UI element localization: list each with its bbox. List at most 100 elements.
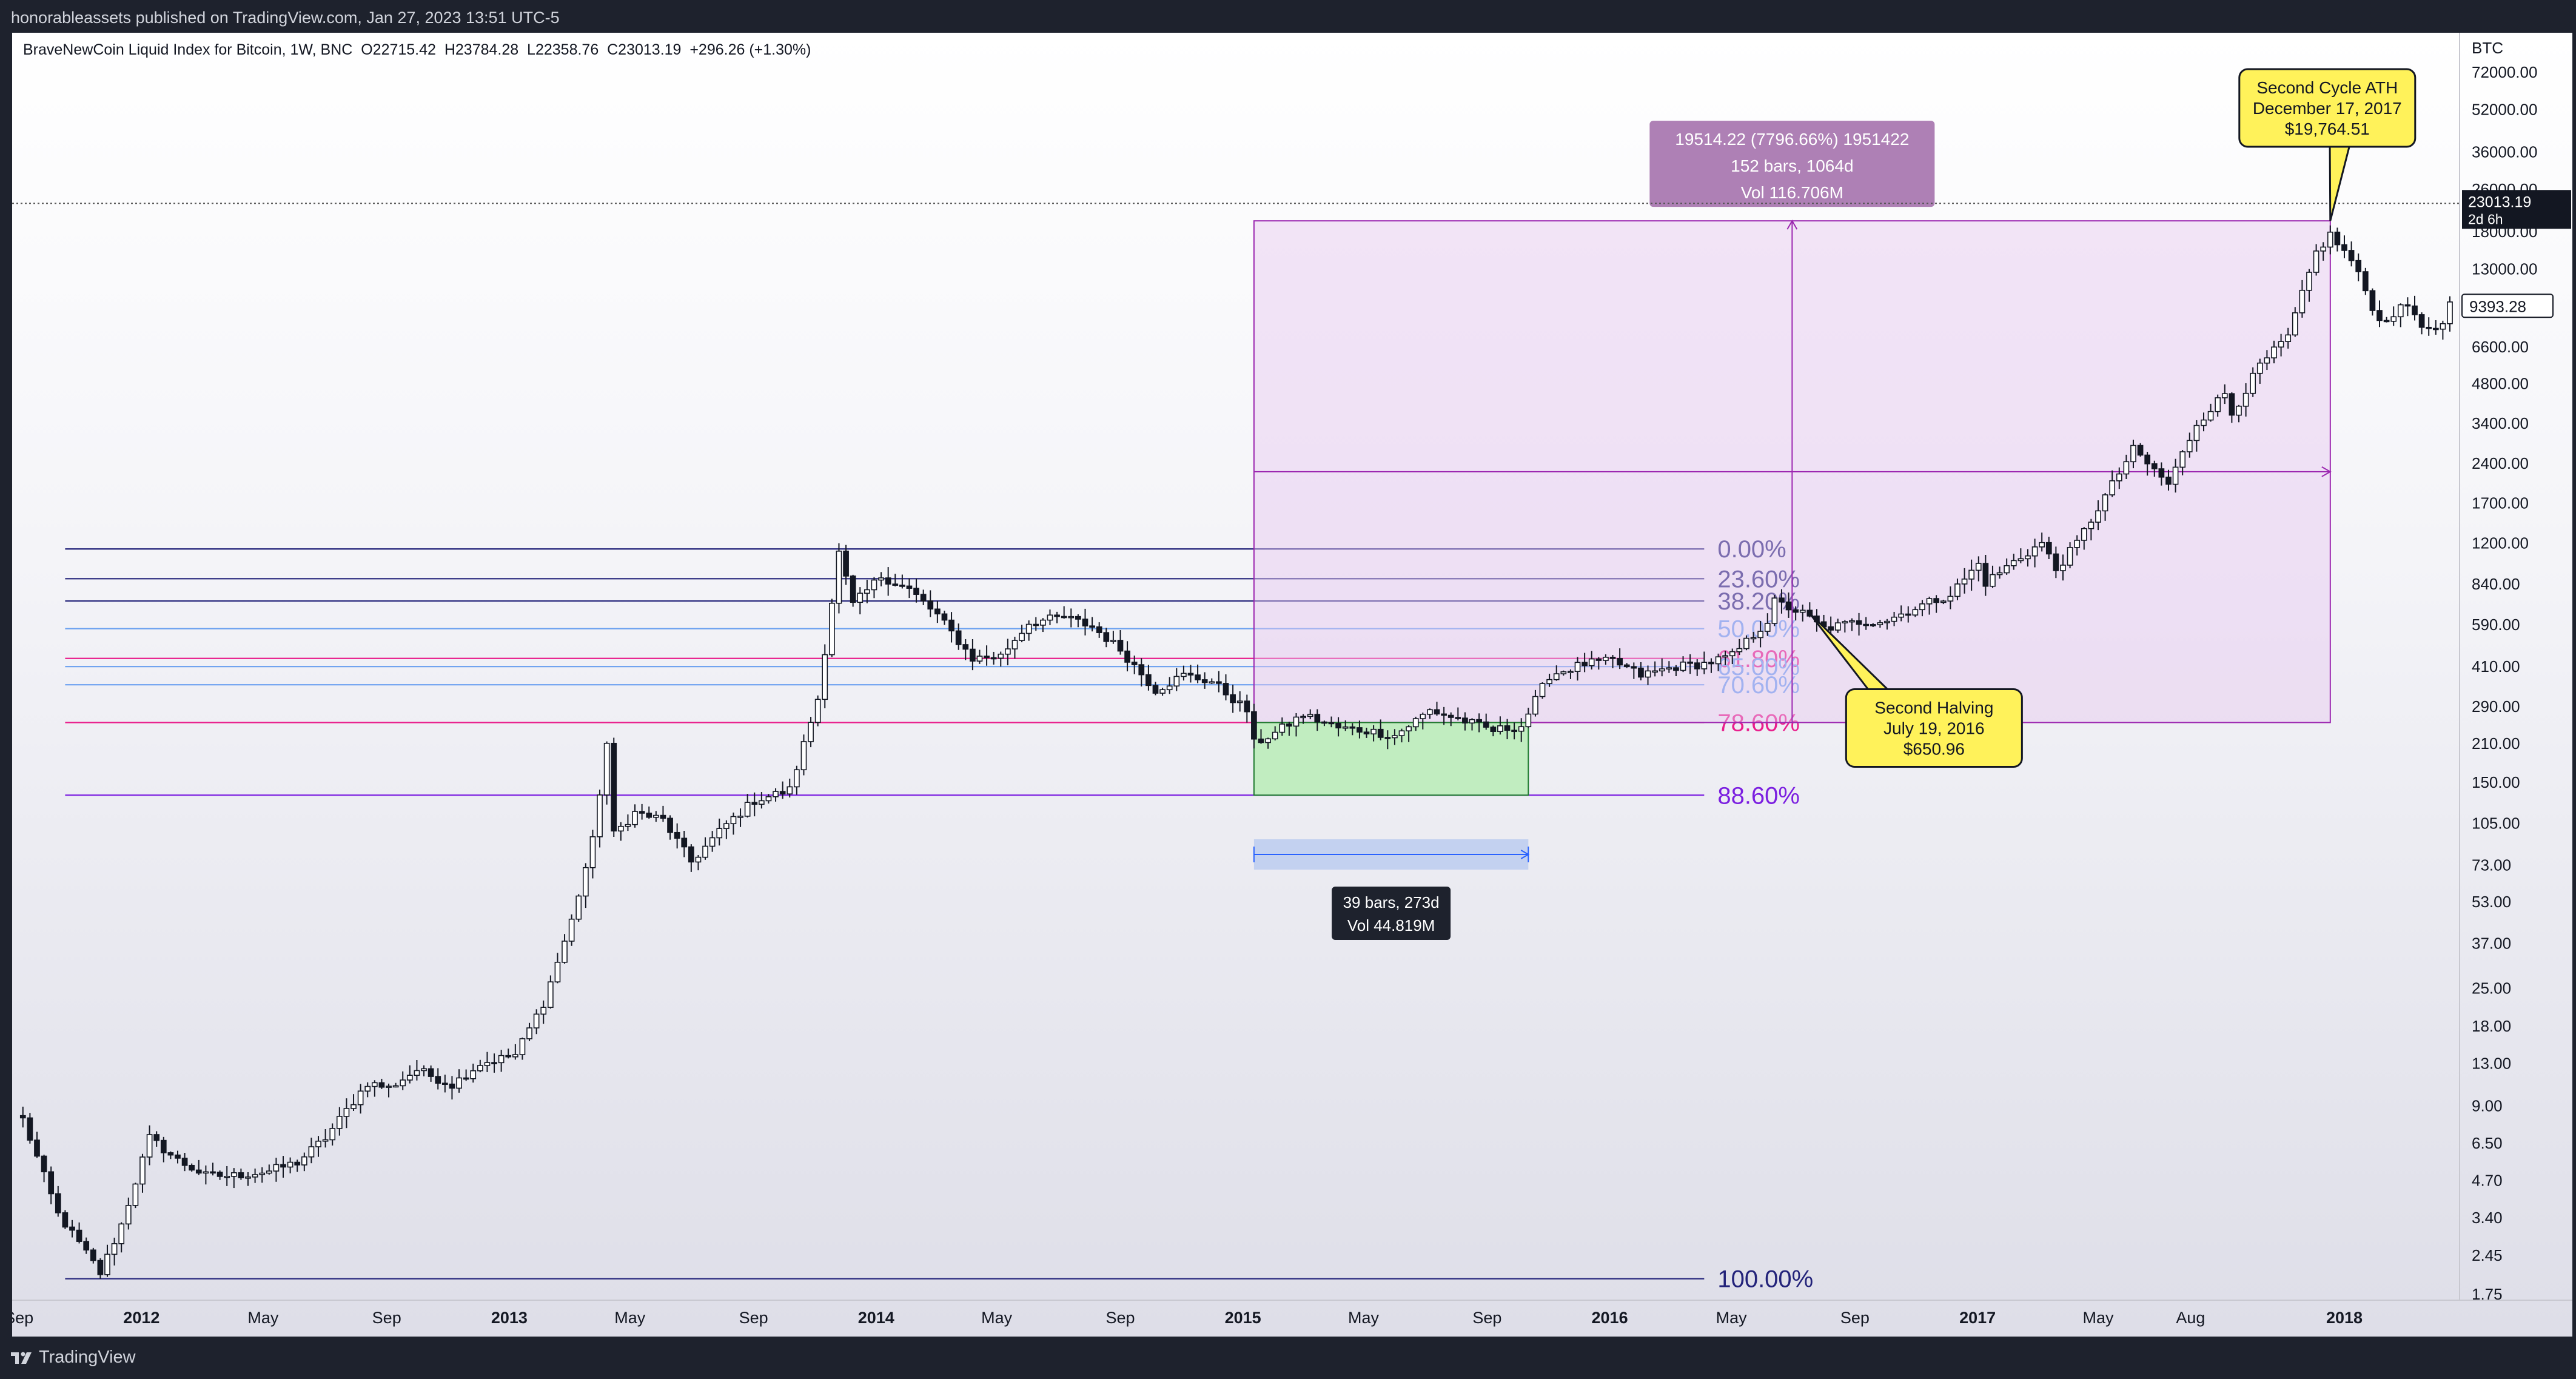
candle-up xyxy=(1293,716,1300,727)
candle-up xyxy=(547,981,554,1008)
candle-up xyxy=(1279,723,1286,733)
symbol-name: BraveNewCoin Liquid Index for Bitcoin, 1… xyxy=(23,41,353,58)
candle-up xyxy=(2306,272,2312,291)
candle-up xyxy=(2018,558,2024,562)
y-tick-label: 840.00 xyxy=(2472,575,2520,593)
candle-up xyxy=(1047,614,1053,621)
candle-down xyxy=(1441,713,1447,716)
candle-up xyxy=(1011,640,1018,649)
candle-down xyxy=(1075,616,1081,620)
candle-up xyxy=(1040,619,1046,626)
candle-down xyxy=(294,1161,301,1166)
fib-level-label: 0.00% xyxy=(1717,536,1786,563)
candle-down xyxy=(1779,597,1785,603)
price-range-label-line2: 152 bars, 1064d xyxy=(1731,156,1853,175)
y-tick-label: 3.40 xyxy=(2472,1209,2503,1227)
candle-up xyxy=(1884,620,1890,623)
candle-up xyxy=(1406,726,1412,732)
candle-up xyxy=(2271,346,2277,358)
candle-up xyxy=(230,1172,237,1177)
candle-up xyxy=(371,1082,378,1087)
candle-up xyxy=(2172,466,2179,485)
candle-down xyxy=(1061,616,1067,619)
candle-up xyxy=(1990,574,1996,587)
tradingview-logo-icon xyxy=(11,1352,32,1364)
candle-down xyxy=(2334,231,2341,246)
x-tick-label: 2016 xyxy=(1592,1309,1628,1327)
candle-up xyxy=(1603,656,1609,661)
candle-down xyxy=(449,1083,455,1089)
candle-down xyxy=(55,1193,61,1213)
candle-up xyxy=(498,1055,505,1064)
candle-up xyxy=(1877,622,1883,625)
candle-down xyxy=(1617,658,1623,666)
y-tick-label: 18.00 xyxy=(2472,1017,2511,1035)
candle-down xyxy=(1483,721,1489,728)
candle-up xyxy=(2242,392,2249,407)
candle-down xyxy=(1131,662,1138,665)
candle-up xyxy=(2207,411,2214,421)
candle-up xyxy=(1947,596,1954,602)
candle-down xyxy=(463,1077,469,1080)
candle-down xyxy=(2137,445,2144,456)
x-tick-label: Sep xyxy=(1105,1309,1135,1327)
candle-up xyxy=(575,895,582,920)
price-chart[interactable]: 72000.0052000.0036000.0026000.0018000.00… xyxy=(12,33,2572,1337)
candle-up xyxy=(1166,685,1173,691)
candle-up xyxy=(2201,419,2207,426)
candle-down xyxy=(1982,563,1989,587)
candle-up xyxy=(2313,250,2319,273)
candle-up xyxy=(1427,709,1433,715)
candle-down xyxy=(1609,656,1616,659)
y-tick-label: 4.70 xyxy=(2472,1172,2503,1190)
candle-up xyxy=(864,589,870,594)
candle-up xyxy=(1715,656,1722,665)
candle-up xyxy=(603,742,610,796)
y-tick-label: 290.00 xyxy=(2472,697,2520,716)
candle-up xyxy=(1996,572,2003,575)
candle-down xyxy=(941,613,948,621)
footer: TradingView xyxy=(0,1337,2576,1379)
candle-up xyxy=(744,802,751,817)
candle-up xyxy=(1645,670,1651,678)
candle-up xyxy=(2025,555,2031,560)
candle-up xyxy=(2186,440,2193,452)
candle-up xyxy=(512,1054,518,1058)
candle-down xyxy=(2426,326,2432,329)
candle-down xyxy=(1856,620,1862,625)
candle-up xyxy=(1546,679,1552,684)
candle-down xyxy=(2053,553,2059,571)
fib-level-label: 70.60% xyxy=(1717,672,1800,699)
candle-down xyxy=(2383,320,2390,323)
candle-down xyxy=(1349,726,1356,729)
candle-up xyxy=(1307,714,1313,717)
candle-up xyxy=(1588,658,1595,666)
candle-up xyxy=(308,1146,315,1158)
candle-up xyxy=(1110,640,1116,642)
candle-up xyxy=(2215,397,2221,412)
candle-down xyxy=(34,1139,40,1157)
candle-up xyxy=(582,867,589,897)
y-tick-label: 6600.00 xyxy=(2472,338,2529,356)
crosshair-price-tag-box xyxy=(2461,294,2554,318)
crosshair-price-tag: 9393.28 xyxy=(2469,297,2526,315)
candle-up xyxy=(392,1085,399,1088)
fib-level-label: 65.00% xyxy=(1717,654,1800,680)
candle-down xyxy=(378,1082,385,1088)
candle-down xyxy=(69,1226,75,1231)
candle-down xyxy=(927,600,934,610)
candle-down xyxy=(160,1139,167,1153)
candle-up xyxy=(1173,676,1180,687)
candle-up xyxy=(259,1172,266,1175)
fib-level-label: 23.60% xyxy=(1717,566,1800,592)
candle-up xyxy=(1560,671,1567,674)
green-accumulation-box xyxy=(1253,722,1529,796)
candle-up xyxy=(470,1070,477,1079)
candle-down xyxy=(934,608,941,615)
candle-down xyxy=(2158,468,2165,478)
candle-up xyxy=(829,602,835,656)
candle-up xyxy=(2447,301,2453,324)
candle-down xyxy=(688,846,694,863)
candle-down xyxy=(90,1249,96,1261)
tradingview-logo[interactable]: TradingView xyxy=(11,1347,136,1367)
